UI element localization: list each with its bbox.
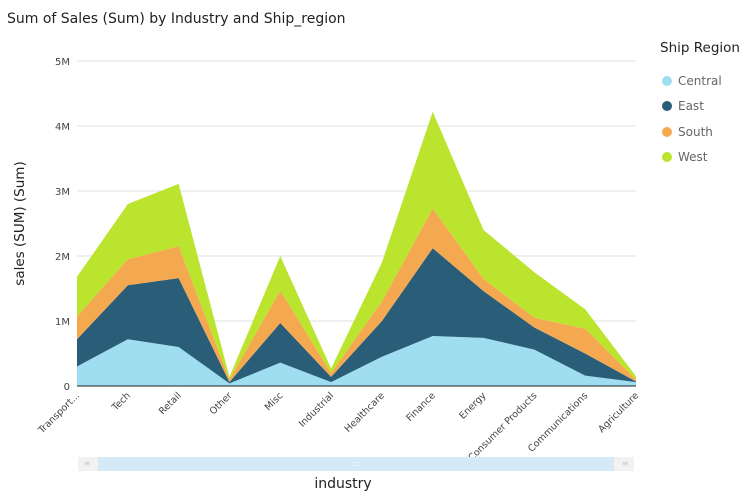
legend-label: Central <box>678 73 722 88</box>
x-tick-label: Misc <box>263 390 286 413</box>
legend-swatch-icon <box>662 75 672 86</box>
x-tick-label: Agriculture <box>596 390 641 435</box>
scroll-left-handle[interactable]: ≡ <box>83 459 91 468</box>
legend-item-west[interactable]: West <box>662 145 740 171</box>
area-series-west <box>77 111 636 380</box>
area-series-south <box>77 208 636 383</box>
y-tick-label: 2M <box>55 252 70 263</box>
y-axis-title: sales (SUM) (Sum) <box>12 161 28 285</box>
x-tick-label: Healthcare <box>343 390 388 435</box>
x-tick-label: Energy <box>457 390 489 422</box>
x-tick-label: Retail <box>157 390 184 417</box>
x-tick-label: Industrial <box>297 390 336 429</box>
legend-label: South <box>678 124 713 139</box>
chart-title: Sum of Sales (Sum) by Industry and Ship_… <box>7 11 346 27</box>
y-tick-label: 4M <box>55 122 70 133</box>
x-axis-title: industry <box>314 476 372 492</box>
area-series-east <box>77 248 636 384</box>
x-tick-label: Other <box>208 390 235 417</box>
x-tick-label: Transport... <box>36 390 82 436</box>
x-tick-label: Tech <box>109 390 133 414</box>
legend-label: West <box>678 150 708 165</box>
y-tick-label: 1M <box>55 317 70 328</box>
scrollbar-thumb[interactable]: ::: <box>98 457 614 471</box>
legend-title: Ship Region <box>660 40 740 56</box>
x-tick-label: Finance <box>404 390 438 424</box>
y-tick-label: 3M <box>55 187 70 198</box>
horizontal-scrollbar[interactable]: ≡ ::: ≡ <box>78 457 634 471</box>
legend: Ship Region Central East South West <box>660 40 740 170</box>
y-tick-label: 0 <box>64 382 70 393</box>
legend-item-east[interactable]: East <box>662 94 740 120</box>
legend-label: East <box>678 99 704 114</box>
legend-swatch-icon <box>662 152 672 163</box>
y-tick-label: 5M <box>55 57 70 68</box>
legend-swatch-icon <box>662 101 672 112</box>
legend-item-south[interactable]: South <box>662 119 740 145</box>
area-series-central <box>77 335 636 386</box>
legend-swatch-icon <box>662 126 672 137</box>
legend-item-central[interactable]: Central <box>662 68 740 94</box>
scroll-right-handle[interactable]: ≡ <box>621 459 629 468</box>
